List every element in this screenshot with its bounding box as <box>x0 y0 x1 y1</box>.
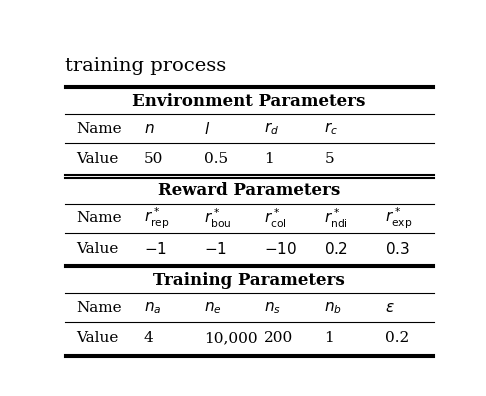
Text: Value: Value <box>76 331 118 345</box>
Text: 1: 1 <box>325 331 334 345</box>
Text: Reward Parameters: Reward Parameters <box>158 182 340 199</box>
Text: 10,000: 10,000 <box>204 331 258 345</box>
Text: 4: 4 <box>144 331 154 345</box>
Text: training process: training process <box>65 57 226 75</box>
Text: 0.5: 0.5 <box>204 152 228 166</box>
Text: $n_b$: $n_b$ <box>325 300 342 316</box>
Text: $l$: $l$ <box>204 121 210 137</box>
Text: 0.2: 0.2 <box>385 331 409 345</box>
Text: $-1$: $-1$ <box>144 241 167 257</box>
Text: $r^*_{\mathrm{ndi}}$: $r^*_{\mathrm{ndi}}$ <box>325 207 348 230</box>
Text: $r^*_{\mathrm{col}}$: $r^*_{\mathrm{col}}$ <box>264 207 287 230</box>
Text: 50: 50 <box>144 152 163 166</box>
Text: 1: 1 <box>264 152 274 166</box>
Text: $n_e$: $n_e$ <box>204 300 222 316</box>
Text: Name: Name <box>76 122 122 136</box>
Text: 5: 5 <box>325 152 334 166</box>
Text: Environment Parameters: Environment Parameters <box>132 93 366 110</box>
Text: $n_s$: $n_s$ <box>264 300 281 316</box>
Text: $r^*_{\mathrm{rep}}$: $r^*_{\mathrm{rep}}$ <box>144 206 169 231</box>
Text: $-1$: $-1$ <box>204 241 227 257</box>
Text: Name: Name <box>76 211 122 225</box>
Text: $r^*_{\mathrm{bou}}$: $r^*_{\mathrm{bou}}$ <box>204 207 231 230</box>
Text: Value: Value <box>76 152 118 166</box>
Text: Training Parameters: Training Parameters <box>153 272 345 289</box>
Text: $r_c$: $r_c$ <box>325 120 338 137</box>
Text: $0.2$: $0.2$ <box>325 241 348 257</box>
Text: $\epsilon$: $\epsilon$ <box>385 301 394 315</box>
Text: $n_a$: $n_a$ <box>144 300 161 316</box>
Text: $-10$: $-10$ <box>264 241 297 257</box>
Text: $r^*_{\mathrm{exp}}$: $r^*_{\mathrm{exp}}$ <box>385 206 412 231</box>
Text: $n$: $n$ <box>144 122 154 136</box>
Text: $0.3$: $0.3$ <box>385 241 410 257</box>
Text: 200: 200 <box>264 331 294 345</box>
Text: Name: Name <box>76 301 122 315</box>
Text: Value: Value <box>76 242 118 256</box>
Text: $r_d$: $r_d$ <box>264 120 279 137</box>
